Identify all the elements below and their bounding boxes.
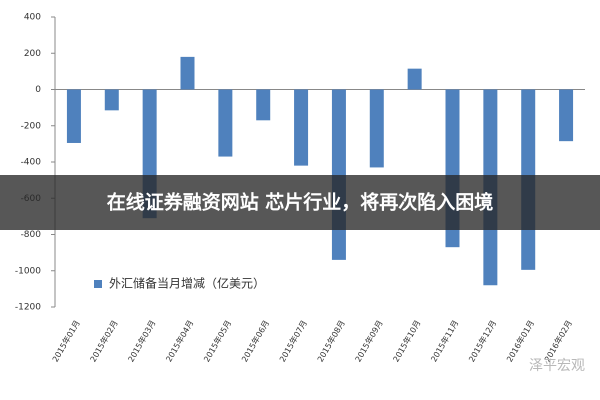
bar [256,89,271,121]
bar [294,89,309,166]
y-tick-label: -800 [21,230,42,240]
y-tick-label: 400 [24,13,41,23]
banner [0,175,600,230]
bar [369,89,384,168]
bar [104,89,119,111]
watermark: 泽平宏观 [529,358,585,374]
bar [218,89,233,157]
bar [559,89,574,142]
y-tick-label: 200 [24,49,41,59]
y-tick-label: -400 [21,158,42,168]
y-tick-label: -200 [21,121,42,131]
bar [180,56,195,90]
banner-text: 在线证券融资网站 芯片行业，将再次陷入困境 [107,191,494,214]
bar [331,89,346,260]
y-tick-label: -1000 [15,266,41,276]
legend-swatch [94,280,102,288]
y-tick-label: 0 [35,85,41,95]
bar [407,68,422,90]
legend-label: 外汇储备当月增减（亿美元） [109,276,265,291]
bar [66,89,81,143]
overlay: 在线证券融资网站 芯片行业，将再次陷入困境 泽平宏观 [0,175,600,374]
y-tick-label: -1200 [15,303,41,313]
